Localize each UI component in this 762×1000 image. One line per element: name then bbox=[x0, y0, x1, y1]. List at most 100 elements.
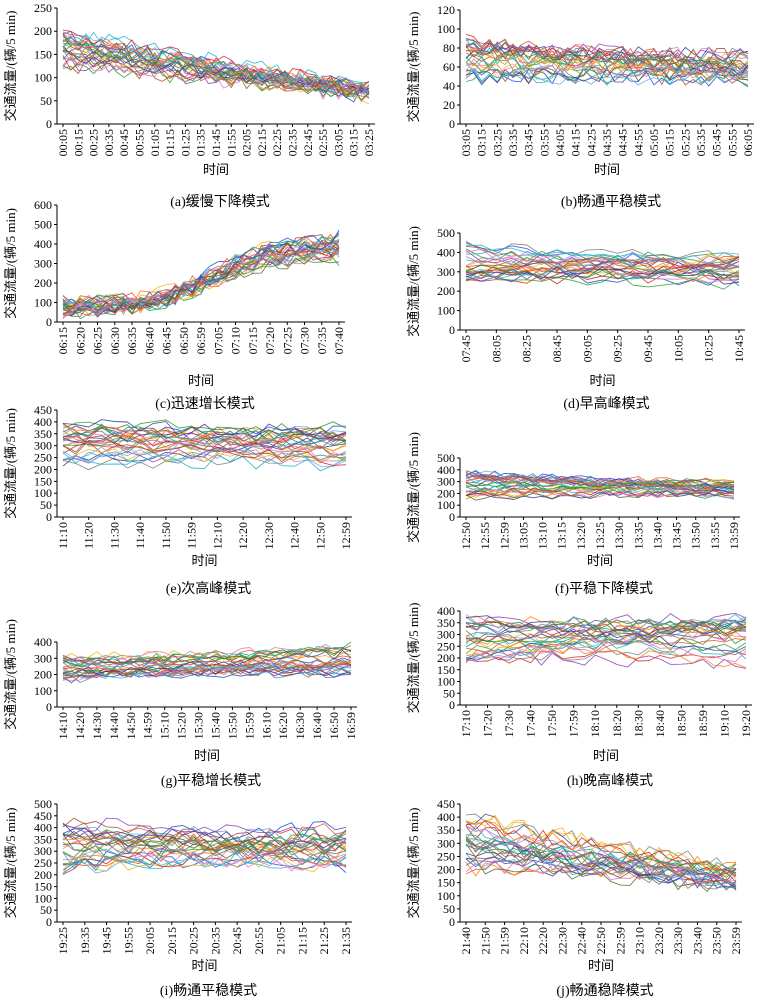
y-tick-label: 300 bbox=[34, 439, 52, 453]
y-tick-label: 0 bbox=[449, 117, 455, 131]
x-tick-label: 19:35 bbox=[78, 927, 92, 954]
x-tick-label: 16:30 bbox=[293, 712, 307, 739]
series-line bbox=[62, 31, 370, 93]
y-tick-label: 0 bbox=[449, 698, 455, 712]
y-tick-label: 250 bbox=[437, 639, 455, 653]
series-group-j bbox=[465, 813, 737, 893]
x-tick-label: 18:59 bbox=[696, 710, 710, 737]
series-line bbox=[465, 479, 735, 489]
series-line bbox=[62, 248, 340, 315]
panel-caption: (c)迅速增长模式 bbox=[155, 396, 255, 412]
x-tick-label: 12:59 bbox=[339, 522, 353, 549]
y-tick-label: 40 bbox=[443, 79, 455, 93]
x-tick-label: 02:05 bbox=[240, 129, 254, 156]
x-tick-label: 16:20 bbox=[276, 712, 290, 739]
series-line bbox=[465, 849, 737, 877]
y-tick-label: 0 bbox=[46, 915, 52, 929]
series-line bbox=[465, 631, 747, 660]
series-line bbox=[62, 34, 370, 97]
series-line bbox=[465, 248, 740, 284]
x-tick-label: 19:10 bbox=[717, 710, 731, 737]
x-tick-label: 06:05 bbox=[741, 129, 755, 156]
y-tick-label: 0 bbox=[46, 700, 52, 714]
series-line bbox=[465, 476, 735, 487]
x-tick-label: 08:25 bbox=[520, 335, 534, 362]
series-line bbox=[62, 425, 347, 451]
series-line bbox=[62, 426, 347, 442]
x-tick-label: 07:15 bbox=[246, 327, 260, 354]
x-tick-label: 15:59 bbox=[242, 712, 256, 739]
x-tick-label: 12:59 bbox=[497, 522, 511, 549]
series-line bbox=[62, 833, 347, 867]
x-tick-label: 07:10 bbox=[229, 327, 243, 354]
series-line bbox=[62, 241, 340, 318]
x-tick-label: 00:05 bbox=[56, 129, 70, 156]
series-line bbox=[62, 663, 352, 679]
series-line bbox=[465, 820, 737, 871]
series-line bbox=[465, 651, 747, 669]
x-tick-label: 18:40 bbox=[653, 710, 667, 737]
panel-caption: (i)畅通平稳模式 bbox=[160, 983, 257, 999]
y-tick-label: 100 bbox=[437, 22, 455, 36]
series-line bbox=[62, 817, 347, 855]
series-group-e bbox=[62, 419, 347, 472]
series-line bbox=[62, 255, 340, 308]
series-line bbox=[62, 36, 370, 95]
x-tick-label: 17:40 bbox=[524, 710, 538, 737]
series-line bbox=[62, 233, 340, 318]
x-tick-label: 20:15 bbox=[165, 927, 179, 954]
x-tick-label: 03:05 bbox=[459, 129, 473, 156]
series-line bbox=[62, 448, 347, 464]
chart-panel-g: 0 100 200 300 400 14:10 14:20 14:30 14:40 14:50 14… bbox=[3, 619, 358, 789]
y-tick-label: 300 bbox=[34, 651, 52, 665]
x-tick-label: 13:10 bbox=[536, 522, 550, 549]
series-line bbox=[62, 649, 352, 660]
x-tick-label: 08:45 bbox=[550, 335, 564, 362]
y-tick-label: 100 bbox=[34, 684, 52, 698]
x-tick-label: 09:45 bbox=[641, 335, 655, 362]
x-axis-title: 时间 bbox=[191, 553, 217, 568]
x-tick-label: 17:20 bbox=[481, 710, 495, 737]
series-line bbox=[62, 47, 370, 98]
chart-panel-d: 0 100 200 300 400 500 07:45 08:05 08:25 08:45 09:0… bbox=[406, 226, 746, 412]
x-tick-label: 03:45 bbox=[522, 129, 536, 156]
x-tick-label: 23:10 bbox=[633, 927, 647, 954]
x-tick-label: 21:25 bbox=[317, 927, 331, 954]
series-line bbox=[62, 419, 347, 440]
x-tick-label: 22:59 bbox=[613, 927, 627, 954]
series-line bbox=[465, 470, 735, 498]
x-tick-label: 23:20 bbox=[652, 927, 666, 954]
x-tick-label: 04:45 bbox=[616, 129, 630, 156]
y-tick-label: 0 bbox=[46, 117, 52, 131]
y-tick-label: 100 bbox=[34, 71, 52, 85]
series-line bbox=[465, 623, 747, 658]
x-tick-label: 18:20 bbox=[610, 710, 624, 737]
y-tick-label: 50 bbox=[40, 903, 52, 917]
y-tick-label: 400 bbox=[437, 245, 455, 259]
series-line bbox=[465, 43, 749, 61]
series-line bbox=[466, 619, 747, 635]
series-line bbox=[62, 645, 352, 670]
series-line bbox=[62, 432, 347, 454]
series-line bbox=[62, 436, 347, 463]
series-line bbox=[62, 245, 340, 311]
x-tick-label: 10:25 bbox=[702, 335, 716, 362]
x-tick-label: 23:59 bbox=[729, 927, 743, 954]
series-group-h bbox=[465, 612, 747, 669]
x-tick-label: 10:45 bbox=[732, 335, 746, 362]
series-line bbox=[62, 850, 347, 874]
x-tick-label: 12:50 bbox=[459, 522, 473, 549]
y-tick-label: 400 bbox=[437, 604, 455, 618]
series-line bbox=[62, 50, 370, 93]
series-line bbox=[465, 826, 737, 884]
series-line bbox=[62, 654, 352, 671]
y-tick-label: 400 bbox=[437, 463, 455, 477]
x-tick-label: 06:30 bbox=[108, 327, 122, 354]
x-tick-label: 13:15 bbox=[555, 522, 569, 549]
series-line bbox=[465, 613, 747, 663]
y-tick-label: 100 bbox=[437, 675, 455, 689]
series-group-c bbox=[62, 229, 340, 320]
